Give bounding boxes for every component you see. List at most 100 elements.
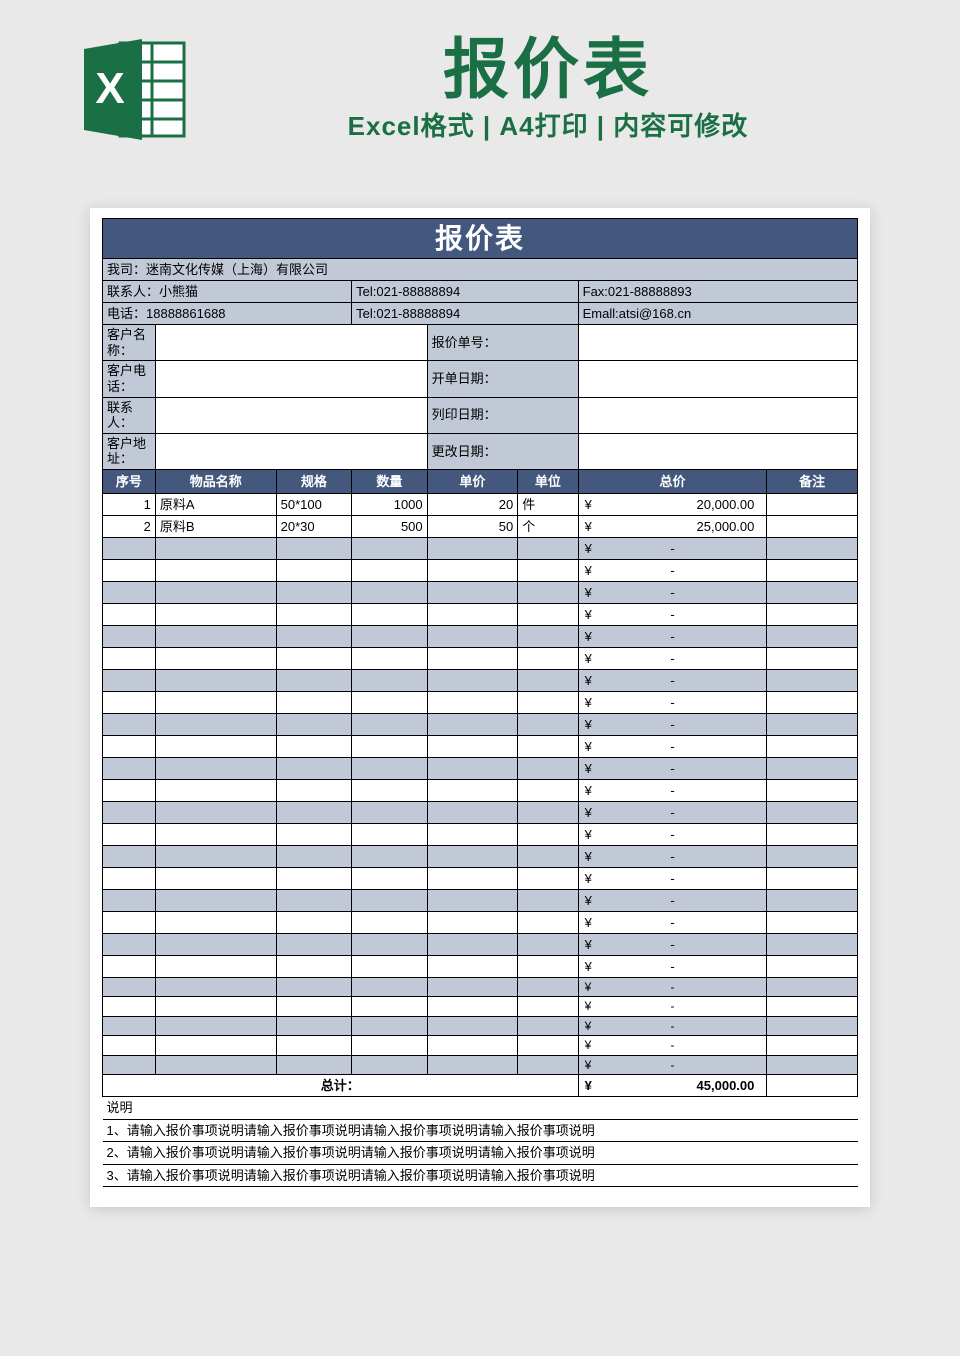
- cell-empty: [518, 1036, 578, 1055]
- cell-total-empty: ¥-: [578, 1016, 767, 1035]
- cell-empty: [103, 846, 156, 868]
- cust-left-val-2[interactable]: [155, 397, 427, 433]
- cust-right-val-2[interactable]: [578, 397, 857, 433]
- cell-name: 原料B: [155, 516, 276, 538]
- cell-note: [767, 494, 858, 516]
- cust-right-val-1[interactable]: [578, 361, 857, 397]
- cust-left-val-0[interactable]: [155, 325, 427, 361]
- cell-empty: [352, 538, 428, 560]
- col-2: 规格: [276, 470, 352, 494]
- cell-total-empty: ¥-: [578, 956, 767, 978]
- cell-empty: [352, 978, 428, 997]
- cell-empty: [103, 956, 156, 978]
- notes-title: 说明: [103, 1097, 858, 1120]
- cell-empty: [352, 648, 428, 670]
- cell-empty: [352, 626, 428, 648]
- total-label: 总计：: [103, 1075, 579, 1097]
- cell-empty: [103, 648, 156, 670]
- cell-empty: [103, 604, 156, 626]
- cell-empty: [427, 934, 518, 956]
- cell-empty: [155, 846, 276, 868]
- cell-total-empty: ¥-: [578, 997, 767, 1016]
- cell-empty: [103, 560, 156, 582]
- cell-empty: [427, 978, 518, 997]
- cell-empty: [103, 997, 156, 1016]
- total-note: [767, 1075, 858, 1097]
- cell-empty: [767, 997, 858, 1016]
- cell-empty: [276, 912, 352, 934]
- cell-empty: [103, 780, 156, 802]
- cell-empty: [103, 538, 156, 560]
- cell-empty: [155, 604, 276, 626]
- cell-empty: [767, 934, 858, 956]
- note-line-2: 3、请输入报价事项说明请输入报价事项说明请输入报价事项说明请输入报价事项说明: [103, 1164, 858, 1187]
- cell-empty: [155, 1055, 276, 1074]
- cell-total-empty: ¥-: [578, 670, 767, 692]
- cell-total-empty: ¥-: [578, 846, 767, 868]
- cell-empty: [767, 868, 858, 890]
- cell-empty: [276, 956, 352, 978]
- cell-empty: [352, 890, 428, 912]
- cell-empty: [518, 538, 578, 560]
- cell-empty: [427, 1055, 518, 1074]
- cust-right-val-3[interactable]: [578, 433, 857, 469]
- cell-name: 原料A: [155, 494, 276, 516]
- cell-empty: [276, 1016, 352, 1035]
- note-line-1: 2、请输入报价事项说明请输入报价事项说明请输入报价事项说明请输入报价事项说明: [103, 1142, 858, 1165]
- cell-empty: [155, 997, 276, 1016]
- cell-unit: 件: [518, 494, 578, 516]
- cell-empty: [276, 560, 352, 582]
- cell-empty: [352, 560, 428, 582]
- cell-empty: [276, 780, 352, 802]
- contact-c1-1: 电话：18888861688: [103, 303, 352, 325]
- cell-empty: [276, 582, 352, 604]
- cell-empty: [518, 736, 578, 758]
- cell-empty: [767, 604, 858, 626]
- cust-right-val-0[interactable]: [578, 325, 857, 361]
- cell-empty: [427, 648, 518, 670]
- cell-empty: [155, 780, 276, 802]
- cell-empty: [518, 780, 578, 802]
- cell-empty: [518, 890, 578, 912]
- cust-left-val-3[interactable]: [155, 433, 427, 469]
- cell-spec: 50*100: [276, 494, 352, 516]
- cell-empty: [427, 868, 518, 890]
- cell-empty: [518, 692, 578, 714]
- contact-c2-1: Tel:021-88888894: [352, 303, 578, 325]
- excel-icon: X: [80, 37, 190, 142]
- cell-total-empty: ¥-: [578, 802, 767, 824]
- cell-empty: [155, 1016, 276, 1035]
- cell-empty: [155, 736, 276, 758]
- cell-empty: [103, 582, 156, 604]
- cell-empty: [103, 802, 156, 824]
- cust-left-label-2: 联系人：: [103, 397, 156, 433]
- col-4: 单价: [427, 470, 518, 494]
- cell-empty: [103, 912, 156, 934]
- cell-total-empty: ¥-: [578, 934, 767, 956]
- cell-empty: [518, 802, 578, 824]
- cell-total-empty: ¥-: [578, 758, 767, 780]
- cell-empty: [352, 780, 428, 802]
- contact-c1-0: 联系人：小熊猫: [103, 281, 352, 303]
- cell-empty: [276, 1055, 352, 1074]
- cell-total-empty: ¥-: [578, 1055, 767, 1074]
- cell-empty: [155, 560, 276, 582]
- cell-empty: [767, 846, 858, 868]
- cust-left-val-1[interactable]: [155, 361, 427, 397]
- cell-empty: [352, 758, 428, 780]
- cell-empty: [155, 1036, 276, 1055]
- cell-empty: [103, 736, 156, 758]
- cell-empty: [352, 670, 428, 692]
- cell-empty: [518, 560, 578, 582]
- grand-total: ¥45,000.00: [578, 1075, 767, 1097]
- cell-empty: [518, 846, 578, 868]
- cell-empty: [103, 714, 156, 736]
- cell-empty: [427, 714, 518, 736]
- cell-empty: [427, 802, 518, 824]
- cell-empty: [352, 956, 428, 978]
- cell-empty: [155, 670, 276, 692]
- cell-empty: [276, 714, 352, 736]
- cell-empty: [103, 670, 156, 692]
- col-1: 物品名称: [155, 470, 276, 494]
- cell-empty: [352, 802, 428, 824]
